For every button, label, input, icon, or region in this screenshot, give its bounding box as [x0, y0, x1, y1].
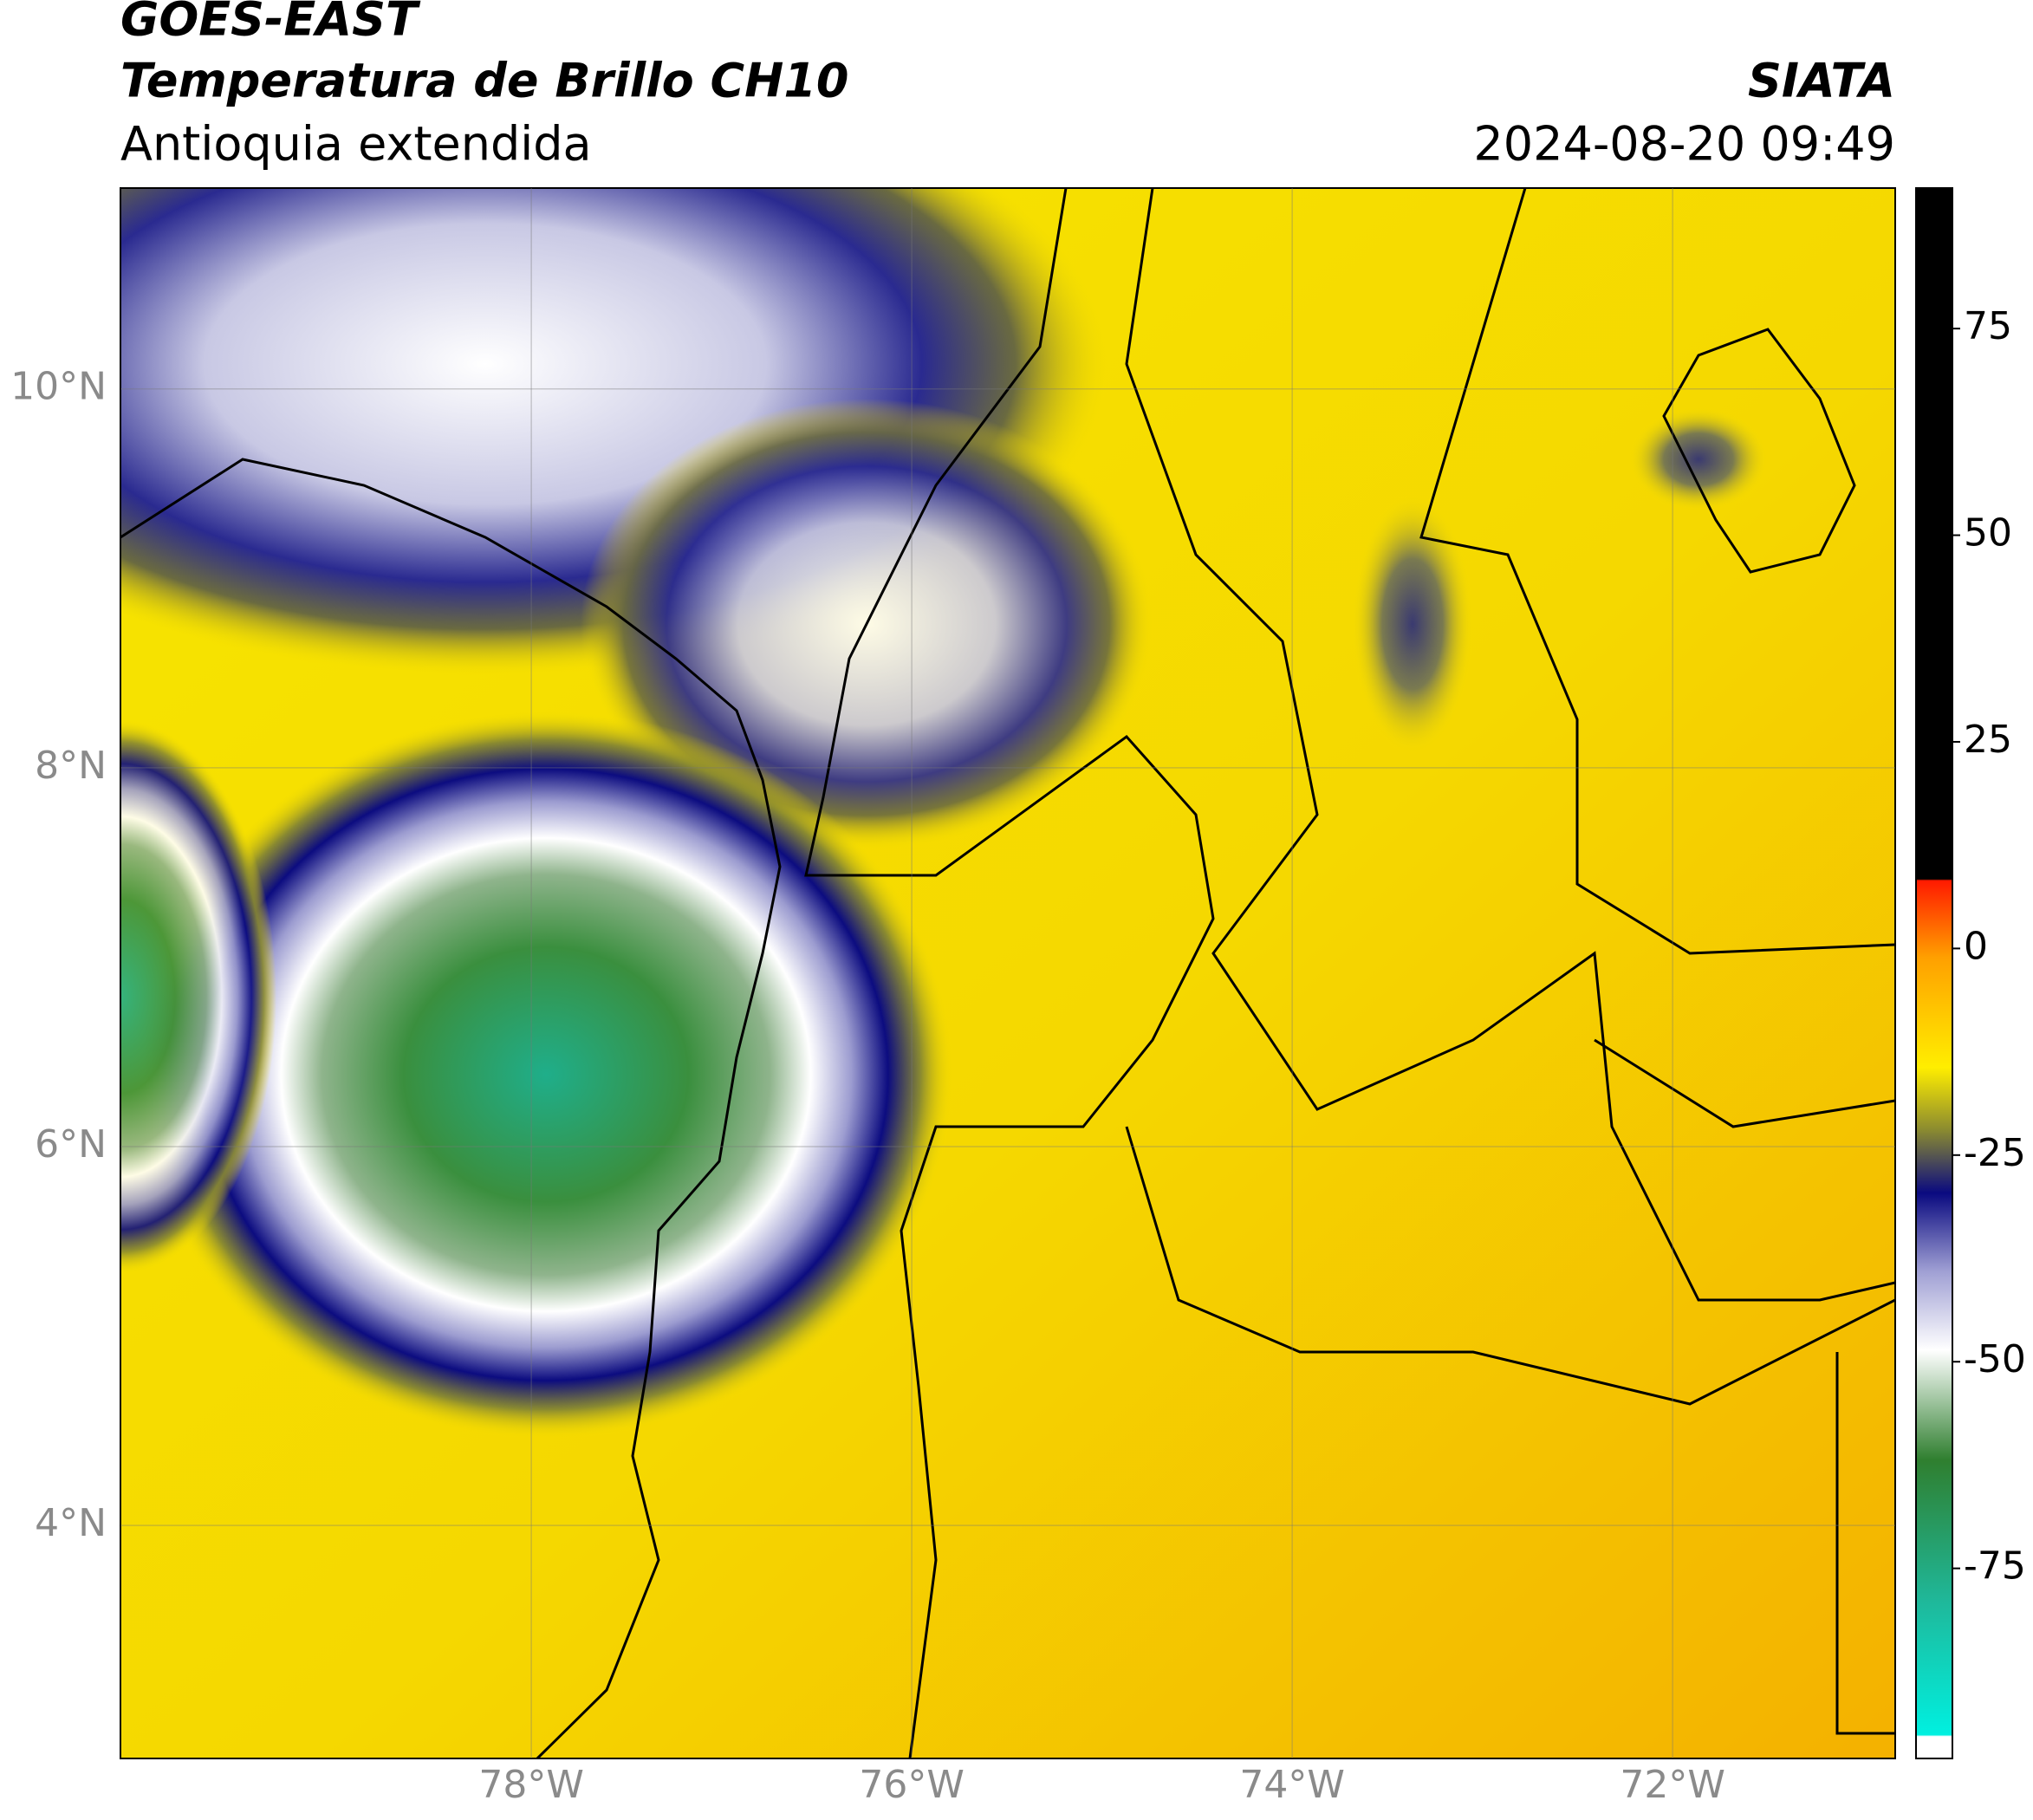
colorbar-tick-label: -25: [1964, 1131, 2026, 1175]
colorbar-tick-label: 0: [1964, 924, 1988, 968]
colorbar-tick-label: -50: [1964, 1337, 2026, 1381]
x-tick-label: 76°W: [859, 1763, 965, 1807]
title: GOES-EAST: [120, 0, 421, 47]
x-tick-label: 78°W: [478, 1763, 584, 1807]
region: Antioquia extendida: [120, 117, 592, 172]
y-tick-label: 10°N: [10, 365, 107, 409]
source: SIATA: [1748, 54, 1895, 108]
x-tick-label: 74°W: [1239, 1763, 1345, 1807]
y-tick-label: 8°N: [35, 744, 107, 788]
colorbar-tick-label: 50: [1964, 511, 2012, 556]
subtitle: Temperatura de Brillo CH10: [120, 54, 849, 108]
y-tick-label: 4°N: [35, 1501, 107, 1545]
colorbar-tick-label: 75: [1964, 304, 2012, 348]
satellite-image: [120, 188, 1895, 1758]
datetime: 2024-08-20 09:49: [1473, 117, 1895, 172]
colorbar-tick-label: 25: [1964, 718, 2012, 762]
map-frame: [120, 187, 1896, 1759]
y-tick-label: 6°N: [35, 1122, 107, 1167]
colorbar: [1915, 187, 1953, 1759]
colorbar-tick-label: -75: [1964, 1544, 2026, 1589]
x-tick-label: 72°W: [1620, 1763, 1725, 1807]
